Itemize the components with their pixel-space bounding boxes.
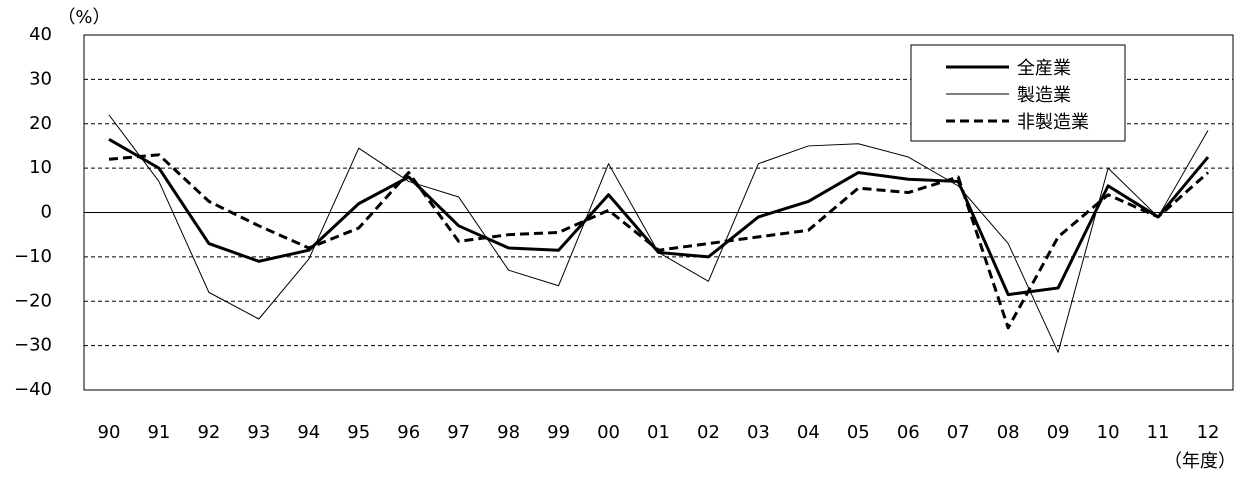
x-tick-label: 04 bbox=[797, 422, 820, 443]
x-tick-label: 96 bbox=[397, 422, 420, 443]
y-tick-label: −40 bbox=[14, 379, 52, 400]
y-tick-label: −20 bbox=[14, 290, 52, 311]
x-tick-label: 97 bbox=[447, 422, 470, 443]
x-tick-label: 98 bbox=[497, 422, 520, 443]
x-tick-label: 10 bbox=[1097, 422, 1120, 443]
y-tick-label: −30 bbox=[14, 335, 52, 356]
y-tick-label: 30 bbox=[29, 68, 52, 89]
x-tick-label: 91 bbox=[147, 422, 170, 443]
x-tick-label: 09 bbox=[1047, 422, 1070, 443]
series-line bbox=[108, 153, 1210, 330]
x-tick-label: 12 bbox=[1197, 422, 1220, 443]
x-tick-label: 93 bbox=[247, 422, 270, 443]
legend-label: 非製造業 bbox=[1017, 112, 1089, 133]
y-tick-label: 0 bbox=[41, 202, 52, 223]
series-line bbox=[108, 137, 1210, 297]
x-tick-label: 90 bbox=[98, 422, 121, 443]
x-tick-label: 00 bbox=[597, 422, 620, 443]
legend-label: 全産業 bbox=[1017, 58, 1071, 79]
x-tick-label: 05 bbox=[847, 422, 870, 443]
x-tick-label: 01 bbox=[647, 422, 670, 443]
x-tick-label: 92 bbox=[197, 422, 220, 443]
x-tick-label: 08 bbox=[997, 422, 1020, 443]
x-tick-label: 94 bbox=[297, 422, 320, 443]
y-tick-label: 10 bbox=[29, 157, 52, 178]
y-tick-label: 20 bbox=[29, 113, 52, 134]
x-tick-label: 03 bbox=[747, 422, 770, 443]
legend-label: 製造業 bbox=[1017, 85, 1071, 106]
y-unit-label: （%） bbox=[57, 7, 110, 28]
x-tick-label: 07 bbox=[947, 422, 970, 443]
x-tick-label: 95 bbox=[347, 422, 370, 443]
x-tick-label: 06 bbox=[897, 422, 920, 443]
y-tick-label: −10 bbox=[14, 246, 52, 267]
legend-box bbox=[910, 44, 1126, 142]
x-tick-label: 02 bbox=[697, 422, 720, 443]
x-unit-label: （年度） bbox=[1164, 451, 1236, 472]
y-tick-label: 40 bbox=[29, 24, 52, 45]
x-tick-label: 11 bbox=[1147, 422, 1170, 443]
x-tick-label: 99 bbox=[547, 422, 570, 443]
series-line bbox=[108, 114, 1209, 353]
